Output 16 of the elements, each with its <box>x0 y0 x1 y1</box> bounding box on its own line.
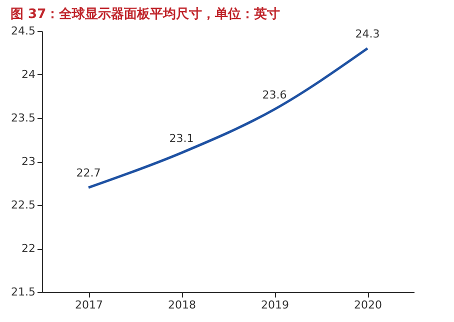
x-tick-label: 2020 <box>354 298 382 312</box>
y-tick-label: 22 <box>22 242 36 255</box>
data-label: 24.3 <box>355 27 380 40</box>
y-tick-label: 22.5 <box>11 198 36 212</box>
data-label: 23.1 <box>169 132 194 145</box>
x-tick-label: 2019 <box>261 298 289 312</box>
y-tick-label: 23.5 <box>11 112 36 124</box>
y-tick-label: 23 <box>22 155 36 168</box>
y-tick-label: 21.5 <box>11 286 36 298</box>
y-tick-label: 24 <box>22 68 36 81</box>
data-label: 23.6 <box>262 88 287 102</box>
x-tick-label: 2017 <box>75 298 103 312</box>
x-tick-label: 2018 <box>168 298 196 312</box>
chart-title: 图 37：全球显示器面板平均尺寸，单位：英寸 <box>10 6 280 22</box>
y-tick-label: 24.5 <box>11 24 36 38</box>
data-label: 22.7 <box>76 166 101 180</box>
